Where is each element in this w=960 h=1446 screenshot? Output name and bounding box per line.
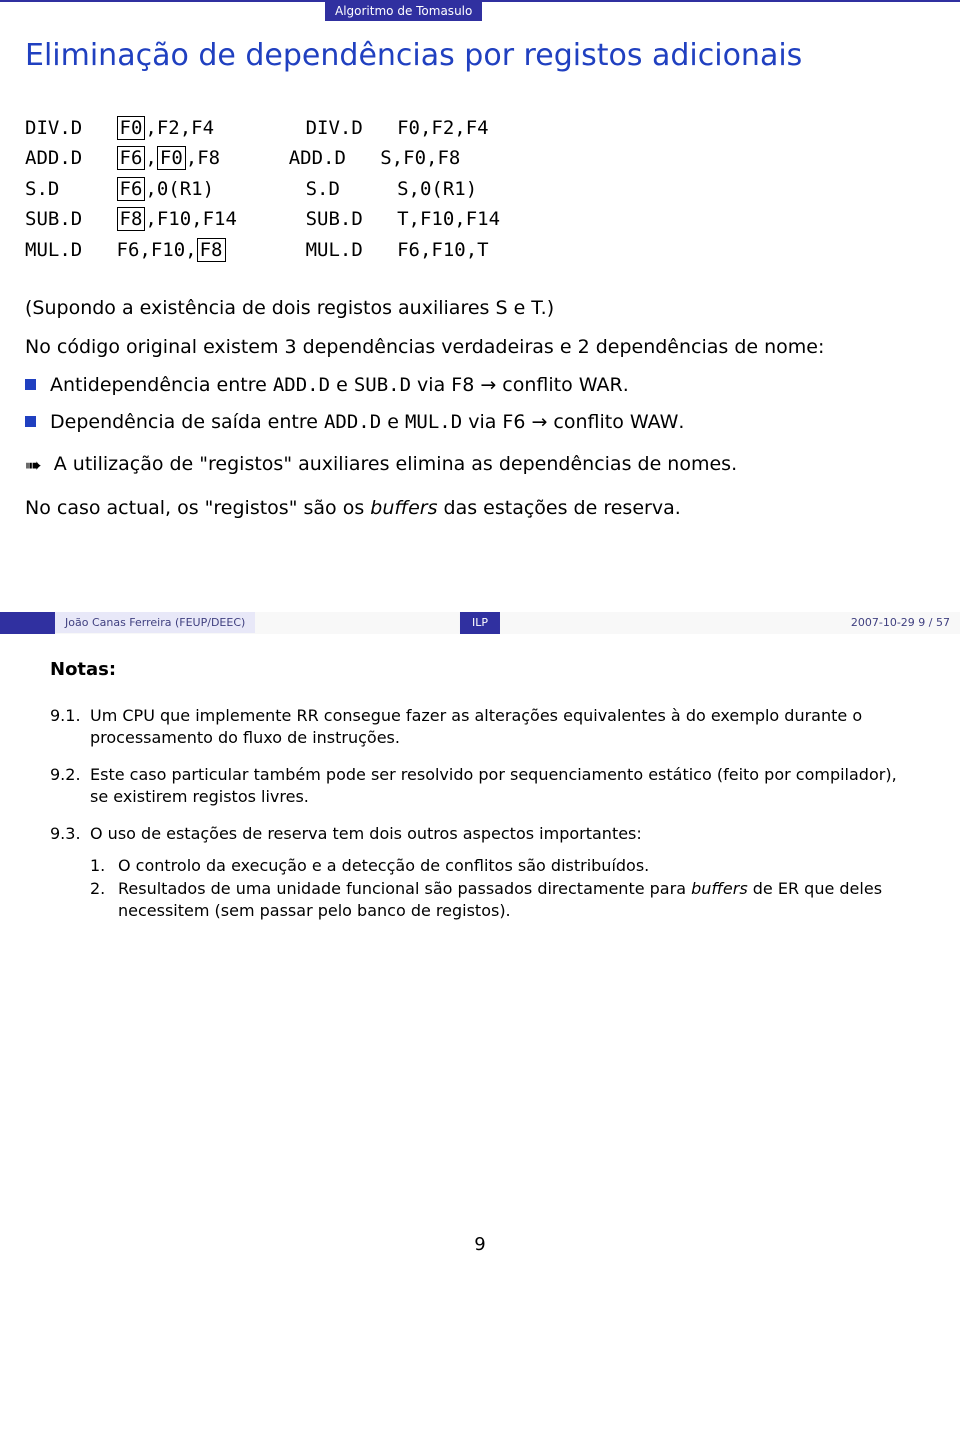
footer-pageinfo: 2007-10-29 9 / 57: [851, 616, 950, 629]
sub-item: 2. Resultados de uma unidade funcional s…: [90, 878, 910, 921]
bullet-icon: [25, 416, 36, 427]
italic-text: buffers: [370, 497, 437, 519]
sub-number: 1.: [90, 855, 112, 877]
boxed-reg: F0: [117, 116, 146, 140]
footer-author: João Canas Ferreira (FEUP/DEEC): [55, 612, 255, 633]
slide-header: Algoritmo de Tomasulo: [0, 0, 960, 18]
op: DIV.D: [25, 117, 82, 139]
note-number: 9.3.: [50, 823, 82, 923]
text: e: [381, 411, 405, 433]
bullet-icon: [25, 379, 36, 390]
sub-text: Resultados de uma unidade funcional são …: [118, 879, 691, 898]
code-row: S.D F6,0(R1) S.D S,0(R1): [25, 174, 960, 204]
sub-text: O controlo da execução e a detecção de c…: [118, 855, 649, 877]
code-row: ADD.D F6,F0,F8 ADD.D S,F0,F8: [25, 143, 960, 173]
code-text: F6,F10,: [117, 239, 197, 261]
text: e: [330, 374, 354, 396]
code-text: ,0(R1): [145, 178, 214, 200]
op: S.D: [25, 178, 59, 200]
note-item: 9.2. Este caso particular também pode se…: [50, 764, 910, 807]
code-text: MUL.D: [405, 411, 462, 433]
boxed-reg: F0: [157, 146, 186, 170]
code-row: MUL.D F6,F10,F8 MUL.D F6,F10,T: [25, 235, 960, 265]
code-text: ,F2,F4: [145, 117, 214, 139]
text: .: [678, 411, 684, 433]
text: Antidependência entre: [50, 374, 273, 396]
sub-item: 1. O controlo da execução e a detecção d…: [90, 855, 910, 877]
code-text: ADD.D: [324, 411, 381, 433]
text: via F8 → conflito: [411, 374, 579, 396]
notes-section: Notas: 9.1. Um CPU que implemente RR con…: [50, 659, 910, 924]
section-tag: Algoritmo de Tomasulo: [325, 2, 482, 21]
list-item: Antidependência entre ADD.D e SUB.D via …: [25, 372, 935, 399]
footer-accent: [0, 612, 55, 634]
list-item: Dependência de saída entre ADD.D e MUL.D…: [25, 409, 935, 436]
code-right: DIV.D F0,F2,F4: [306, 117, 489, 139]
code-right: ADD.D S,F0,F8: [289, 147, 461, 169]
note-number: 9.2.: [50, 764, 82, 807]
code-right: MUL.D F6,F10,T: [306, 239, 489, 261]
arrow-item: ➠ A utilização de "registos" auxiliares …: [25, 451, 935, 479]
sub-number: 2.: [90, 878, 112, 921]
code-text: ,F10,F14: [145, 208, 237, 230]
text: A utilização de "registos" auxiliares el…: [54, 451, 737, 479]
code-row: SUB.D F8,F10,F14 SUB.D T,F10,F14: [25, 204, 960, 234]
boxed-reg: F6: [117, 146, 146, 170]
page-number: 9: [0, 1234, 960, 1285]
code-row: DIV.D F0,F2,F4 DIV.D F0,F2,F4: [25, 113, 960, 143]
note-text: O uso de estações de reserva tem dois ou…: [90, 824, 642, 843]
slide-footer: João Canas Ferreira (FEUP/DEEC) ILP 2007…: [0, 612, 960, 634]
footer-center: ILP: [460, 612, 500, 634]
bullet-list: Antidependência entre ADD.D e SUB.D via …: [25, 372, 935, 435]
smallcaps: WAW: [630, 411, 679, 433]
op: SUB.D: [25, 208, 82, 230]
code-text: SUB.D: [354, 374, 411, 396]
code-text: ADD.D: [273, 374, 330, 396]
slide-title: Eliminação de dependências por registos …: [25, 38, 960, 73]
text: .: [623, 374, 629, 396]
boxed-reg: F6: [117, 177, 146, 201]
code-right: S.D S,0(R1): [306, 178, 478, 200]
text: das estações de reserva.: [437, 497, 680, 519]
paragraph: (Supondo a existência de dois registos a…: [25, 295, 935, 322]
paragraph: No caso actual, os "registos" são os buf…: [25, 495, 935, 522]
code-text: ,F8: [186, 147, 220, 169]
note-text: Um CPU que implemente RR consegue fazer …: [90, 705, 910, 748]
note-item: 9.1. Um CPU que implemente RR consegue f…: [50, 705, 910, 748]
boxed-reg: F8: [197, 238, 226, 262]
code-example: DIV.D F0,F2,F4 DIV.D F0,F2,F4 ADD.D F6,F…: [25, 113, 960, 265]
note-item: 9.3. O uso de estações de reserva tem do…: [50, 823, 910, 923]
paragraph: No código original existem 3 dependência…: [25, 334, 935, 361]
smallcaps: WAR: [579, 374, 623, 396]
note-text: Este caso particular também pode ser res…: [90, 764, 910, 807]
notes-title: Notas:: [50, 659, 910, 680]
text: via F6 → conflito: [462, 411, 630, 433]
italic-text: buffers: [691, 879, 748, 898]
arrow-icon: ➠: [25, 451, 42, 479]
sub-list: 1. O controlo da execução e a detecção d…: [90, 855, 910, 922]
code-right: SUB.D T,F10,F14: [306, 208, 500, 230]
op: ADD.D: [25, 147, 82, 169]
text: Dependência de saída entre: [50, 411, 324, 433]
boxed-reg: F8: [117, 207, 146, 231]
code-text: ,: [145, 147, 156, 169]
op: MUL.D: [25, 239, 82, 261]
note-number: 9.1.: [50, 705, 82, 748]
text: No caso actual, os "registos" são os: [25, 497, 370, 519]
